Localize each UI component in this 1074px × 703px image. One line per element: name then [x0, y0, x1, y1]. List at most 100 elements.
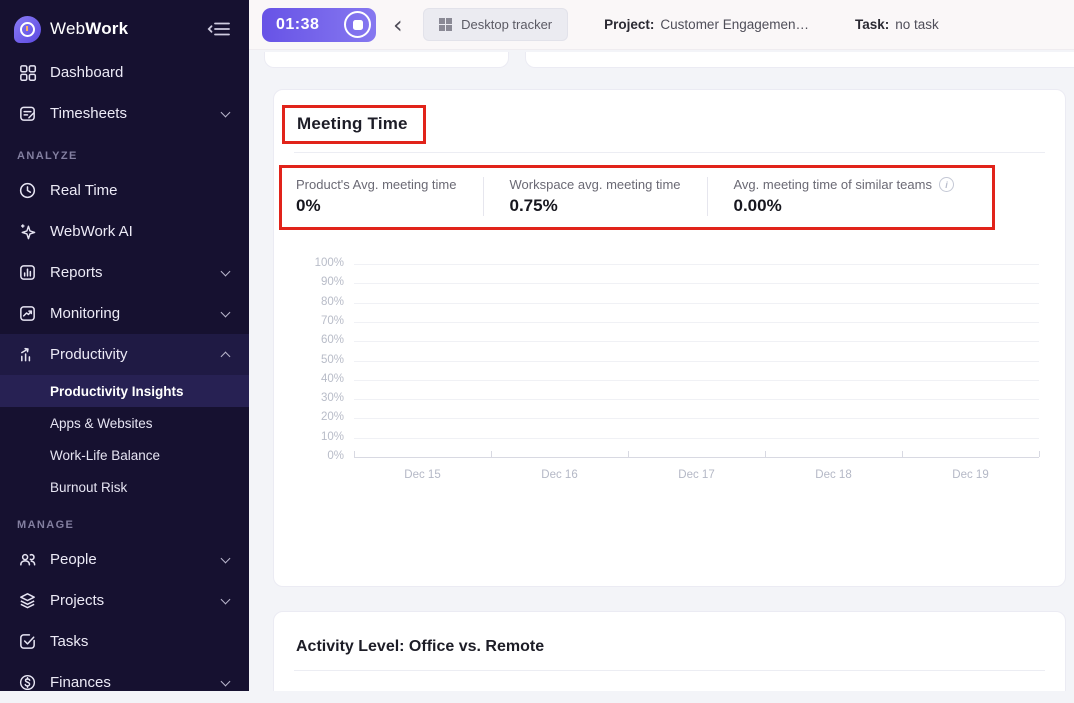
- sidebar-item-monitoring[interactable]: Monitoring: [0, 293, 249, 334]
- activity-level-title: Activity Level: Office vs. Remote: [296, 638, 545, 655]
- y-axis-tick: 40%: [320, 373, 344, 385]
- growth-chart-icon: [17, 345, 37, 365]
- sidebar-item-finances[interactable]: Finances: [0, 662, 249, 703]
- sidebar-item-webwork-ai[interactable]: WebWork AI: [0, 211, 249, 252]
- tasks-icon: [17, 632, 37, 652]
- timer-value: 01:38: [276, 15, 320, 33]
- sidebar-collapse-icon[interactable]: [207, 21, 231, 37]
- sidebar-item-label: Monitoring: [50, 305, 121, 322]
- sidebar-subitem-apps-websites[interactable]: Apps & Websites: [0, 407, 249, 439]
- y-axis-tick: 20%: [320, 411, 344, 423]
- sidebar-item-dashboard[interactable]: Dashboard: [0, 52, 249, 93]
- x-axis-label: Dec 18: [815, 469, 852, 481]
- bar-chart-icon: [17, 263, 37, 283]
- collapse-timer-chevron[interactable]: ‹: [393, 10, 403, 39]
- sidebar-item-label: Dashboard: [50, 64, 124, 81]
- chevron-down-icon: [220, 107, 231, 117]
- meeting-time-title: Meeting Time: [297, 114, 408, 133]
- info-icon[interactable]: i: [938, 177, 954, 192]
- sidebar-item-productivity[interactable]: Productivity: [0, 334, 249, 375]
- stat-similar-teams-avg: Avg. meeting time of similar teams i 0.0…: [706, 177, 954, 216]
- line-chart-icon: [17, 304, 37, 324]
- stat-label-text: Avg. meeting time of similar teams: [733, 177, 932, 192]
- stat-value: 0.00%: [733, 196, 782, 215]
- x-axis-tickmark: [354, 451, 355, 457]
- x-axis-tickmark: [765, 451, 766, 457]
- sidebar-item-label: Reports: [50, 264, 103, 281]
- sidebar-subitem-label: Apps & Websites: [50, 415, 153, 431]
- chevron-down-icon: [220, 553, 231, 563]
- sidebar-item-label: Timesheets: [50, 105, 127, 122]
- project-value: Customer Engagemen…: [660, 17, 809, 32]
- brand-work: Work: [85, 19, 129, 38]
- x-axis-tickmark: [628, 451, 629, 457]
- sidebar-item-label: Projects: [50, 592, 105, 609]
- divider: [294, 152, 1045, 153]
- windows-icon: [438, 17, 453, 32]
- desktop-tracker-button[interactable]: Desktop tracker: [422, 8, 569, 41]
- dollar-icon: [17, 673, 37, 693]
- x-axis-line: [354, 457, 1039, 458]
- x-axis-tickmark: [902, 451, 903, 457]
- x-axis-label: Dec 19: [952, 469, 989, 481]
- y-axis-tick: 80%: [320, 296, 344, 308]
- chart-plot-area: [354, 264, 1040, 458]
- sidebar-item-tasks[interactable]: Tasks: [0, 621, 249, 662]
- sidebar-section-manage: MANAGE: [17, 519, 75, 531]
- y-axis-tick: 70%: [320, 315, 344, 327]
- topbar: 01:38 ‹ Desktop tracker Project: Custome…: [249, 0, 1074, 50]
- sidebar-subitem-work-life-balance[interactable]: Work-Life Balance: [0, 439, 249, 471]
- chevron-down-icon: [220, 594, 231, 604]
- x-axis-label: Dec 15: [404, 469, 441, 481]
- task-indicator[interactable]: Task: no task: [855, 17, 939, 32]
- stat-product-avg: Product's Avg. meeting time 0%: [296, 177, 483, 216]
- clock-icon: [17, 181, 37, 201]
- main-area: 01:38 ‹ Desktop tracker Project: Custome…: [249, 0, 1074, 691]
- activity-level-card: Activity Level: Office vs. Remote: [273, 611, 1066, 691]
- desktop-tracker-label: Desktop tracker: [461, 17, 553, 32]
- x-axis-tickmark: [1039, 451, 1040, 457]
- timer-badge[interactable]: 01:38: [262, 7, 376, 42]
- annotation-box-title: Meeting Time: [282, 105, 426, 144]
- meeting-time-chart: 100% 90% 80% 70% 60% 50% 40% 30% 20% 10%…: [294, 257, 1040, 490]
- meeting-time-card: Meeting Time Product's Avg. meeting time…: [273, 89, 1066, 587]
- sidebar-item-label: Real Time: [50, 182, 118, 199]
- task-value: no task: [895, 17, 939, 32]
- scrolled-card-right: [525, 52, 1074, 68]
- stat-value: 0%: [296, 196, 321, 215]
- sidebar-item-reports[interactable]: Reports: [0, 252, 249, 293]
- sidebar: WebWork Dashboard Timesheets ANALYZE: [0, 0, 249, 691]
- x-axis-label: Dec 16: [541, 469, 578, 481]
- sidebar-item-label: Productivity: [50, 346, 128, 363]
- sidebar-group-productivity: Productivity Productivity Insights: [0, 334, 249, 407]
- sparkles-icon: [17, 222, 37, 242]
- sidebar-item-real-time[interactable]: Real Time: [0, 170, 249, 211]
- content-scroll-area[interactable]: Meeting Time Product's Avg. meeting time…: [249, 50, 1074, 691]
- sidebar-item-label: People: [50, 551, 97, 568]
- x-axis-tickmark: [491, 451, 492, 457]
- y-axis-tick: 0%: [327, 450, 344, 462]
- y-axis-tick: 50%: [320, 354, 344, 366]
- chevron-down-icon: [220, 307, 231, 317]
- sidebar-subitem-label: Work-Life Balance: [50, 447, 161, 463]
- sidebar-item-projects[interactable]: Projects: [0, 580, 249, 621]
- y-axis-tick: 60%: [320, 334, 344, 346]
- sidebar-subitem-burnout-risk[interactable]: Burnout Risk: [0, 471, 249, 503]
- y-axis-tick: 100%: [314, 257, 344, 269]
- project-indicator[interactable]: Project: Customer Engagemen…: [604, 17, 809, 32]
- sidebar-item-timesheets[interactable]: Timesheets: [0, 93, 249, 134]
- stop-timer-button[interactable]: [344, 11, 371, 38]
- sidebar-item-label: WebWork AI: [50, 223, 133, 240]
- sidebar-item-label: Finances: [50, 674, 111, 691]
- sidebar-subitem-productivity-insights[interactable]: Productivity Insights: [0, 375, 249, 407]
- chevron-down-icon: [220, 676, 231, 686]
- sidebar-item-people[interactable]: People: [0, 539, 249, 580]
- project-label: Project:: [604, 17, 655, 32]
- stat-value: 0.75%: [509, 196, 558, 215]
- chevron-down-icon: [220, 266, 231, 276]
- sidebar-subitem-label: Productivity Insights: [50, 383, 184, 399]
- sidebar-header: WebWork: [0, 6, 249, 52]
- divider: [294, 670, 1045, 671]
- brand-name: WebWork: [50, 19, 128, 39]
- sidebar-item-label: Tasks: [50, 633, 89, 650]
